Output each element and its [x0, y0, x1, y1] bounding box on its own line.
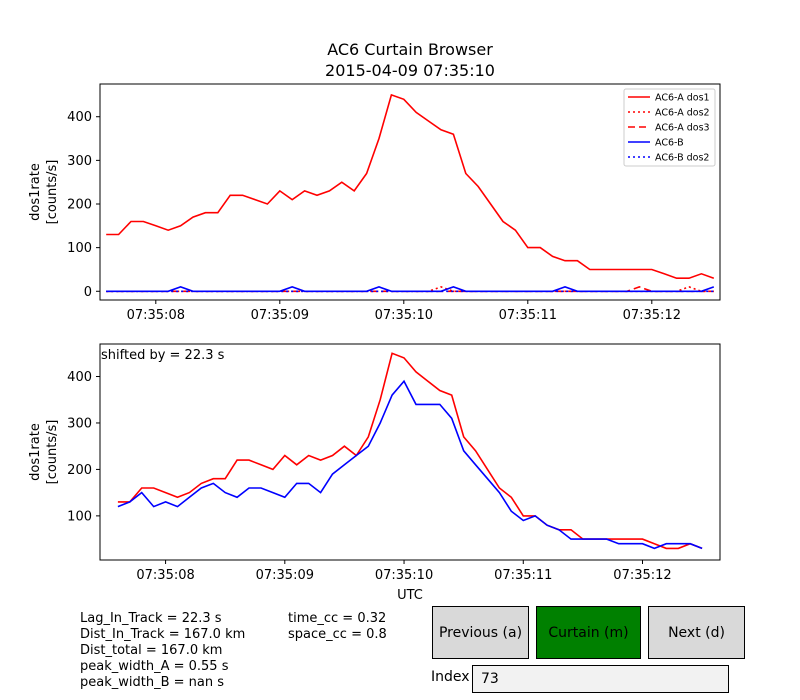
x-tick-label: 07:35:08 — [127, 308, 185, 323]
legend-entry: AC6-A dos3 — [655, 123, 710, 134]
legend: AC6-A dos1 AC6-A dos2 AC6-A dos3 AC6-B AC6-B… — [623, 88, 716, 167]
x-tick-label: 07:35:08 — [136, 568, 194, 583]
x-tick-label: 07:35:09 — [251, 308, 309, 323]
y-tick-label: 400 — [67, 110, 92, 125]
y-tick-label: 0 — [84, 285, 92, 300]
chart-subtitle: 2015-04-09 07:35:10 — [325, 61, 495, 80]
stats-right: time_cc = 0.32 space_cc = 0.8 — [288, 611, 387, 643]
series-line-0 — [117, 352, 703, 550]
legend-entry: AC6-B — [655, 138, 684, 149]
axes-frame — [99, 83, 721, 301]
y-tick-label: 300 — [67, 416, 92, 431]
y-tick-label: 100 — [67, 509, 92, 524]
curtain-button[interactable]: Curtain (m) — [536, 606, 641, 659]
y-axis-label: [counts/s] — [45, 420, 60, 485]
previous-button[interactable]: Previous (a) — [432, 606, 529, 659]
top-plot: 07:35:08 07:35:09 07:35:10 07:35:11 07:35:12… — [28, 83, 721, 323]
stat-dist-in-track: Dist_In_Track = 167.0 km — [80, 627, 246, 642]
y-tick-label: 400 — [67, 370, 92, 385]
y-axis-label: [counts/s] — [45, 160, 60, 225]
legend-entry: AC6-A dos2 — [655, 108, 710, 119]
y-tick-label: 200 — [67, 463, 92, 478]
axes-frame — [99, 343, 721, 561]
bottom-plot: 07:35:08 07:35:09 07:35:10 07:35:11 07:35:12… — [28, 343, 721, 603]
next-button[interactable]: Next (d) — [648, 606, 745, 659]
y-tick-label: 300 — [67, 154, 92, 169]
y-axis-label: dos1rate — [28, 423, 43, 481]
chart-title: AC6 Curtain Browser — [327, 40, 493, 59]
stat-dist-total: Dist_total = 167.0 km — [80, 643, 223, 658]
x-tick-label: 07:35:10 — [375, 308, 433, 323]
stat-space-cc: space_cc = 0.8 — [288, 627, 387, 642]
series-line-0 — [106, 93, 715, 280]
x-tick-label: 07:35:10 — [375, 568, 433, 583]
stat-time-cc: time_cc = 0.32 — [288, 611, 387, 626]
legend-entry: AC6-B dos2 — [655, 153, 709, 164]
y-tick-label: 200 — [67, 198, 92, 213]
series-line-1 — [117, 379, 703, 550]
y-axis-label: dos1rate — [28, 163, 43, 221]
x-tick-label: 07:35:11 — [499, 308, 557, 323]
x-tick-label: 07:35:12 — [623, 308, 681, 323]
index-input[interactable] — [472, 665, 729, 693]
legend-box — [623, 88, 716, 167]
y-tick-label: 100 — [67, 241, 92, 256]
stat-lag-in-track: Lag_In_Track = 22.3 s — [80, 611, 222, 626]
stat-peak-width-b: peak_width_B = nan s — [80, 675, 225, 690]
stat-peak-width-a: peak_width_A = 0.55 s — [80, 659, 229, 674]
x-tick-label: 07:35:12 — [613, 568, 671, 583]
stats-left: Lag_In_Track = 22.3 s Dist_In_Track = 16… — [80, 611, 245, 691]
x-axis-label: UTC — [397, 588, 423, 603]
x-tick-label: 07:35:11 — [494, 568, 552, 583]
x-tick-label: 07:35:09 — [256, 568, 314, 583]
index-label: Index — [431, 669, 470, 685]
legend-entry: AC6-A dos1 — [655, 93, 710, 104]
shift-annotation: shifted by = 22.3 s — [101, 348, 225, 363]
